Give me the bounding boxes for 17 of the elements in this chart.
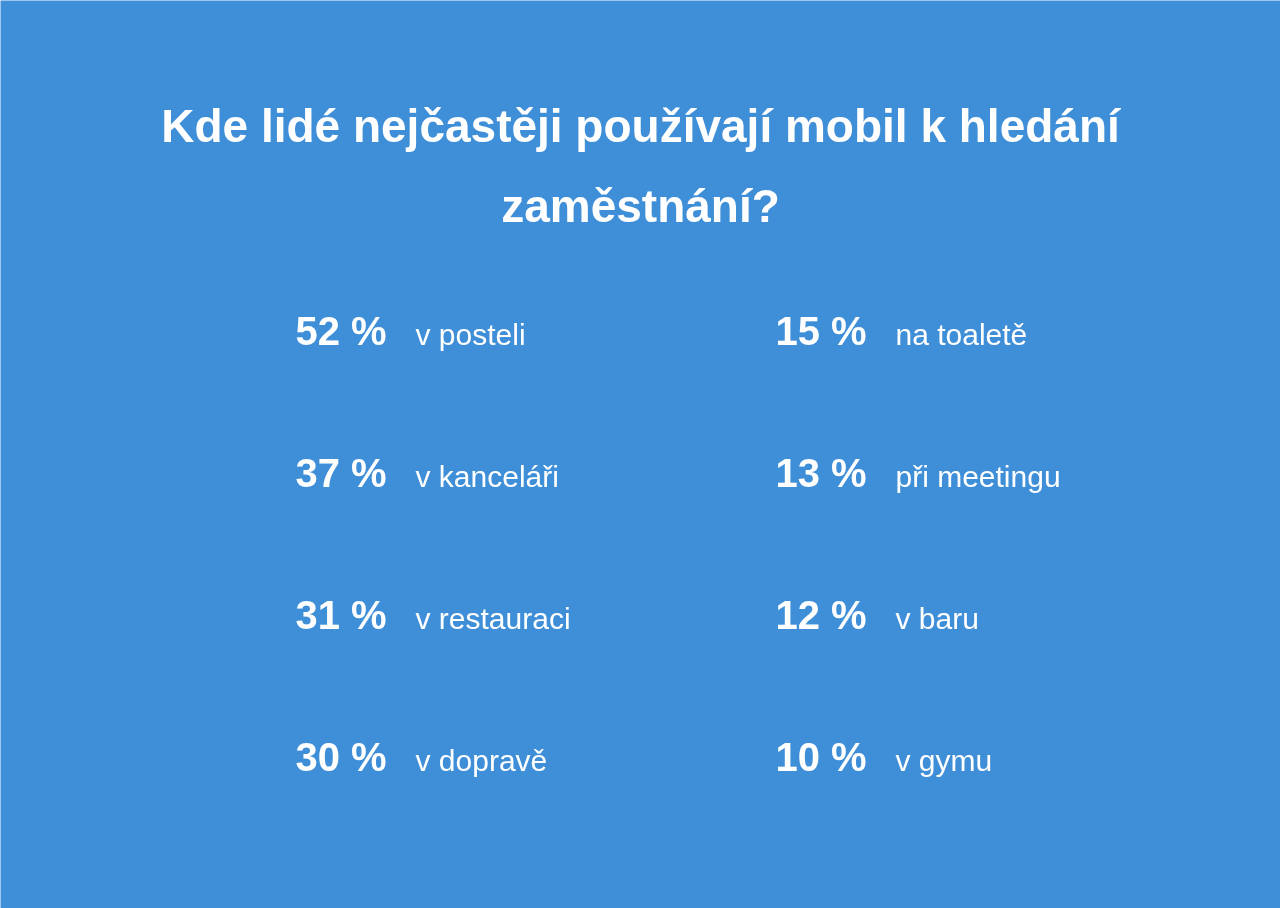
- category-label: v restauraci: [415, 602, 571, 635]
- category-label: v posteli: [415, 318, 526, 351]
- category-label: v dopravě: [415, 744, 548, 777]
- category-label: v gymu: [895, 744, 993, 777]
- data-label: 10 %: [775, 734, 867, 779]
- data-label: 52 %: [295, 308, 387, 353]
- category-label: při meetingu: [895, 460, 1061, 493]
- category-label: v kanceláři: [415, 460, 559, 493]
- category-label: v baru: [895, 602, 979, 635]
- text: Kde lidé nejčastěji používají mobil k hledání zaměstnání?: [161, 99, 1122, 232]
- data-label: 13 %: [775, 450, 867, 495]
- data-label: 15 %: [775, 308, 867, 353]
- data-label: 30 %: [295, 734, 387, 779]
- category-label: na toaletě: [895, 318, 1028, 351]
- data-label: 37 %: [295, 450, 387, 495]
- data-label: 31 %: [295, 592, 387, 637]
- data-label: 12 %: [775, 592, 867, 637]
